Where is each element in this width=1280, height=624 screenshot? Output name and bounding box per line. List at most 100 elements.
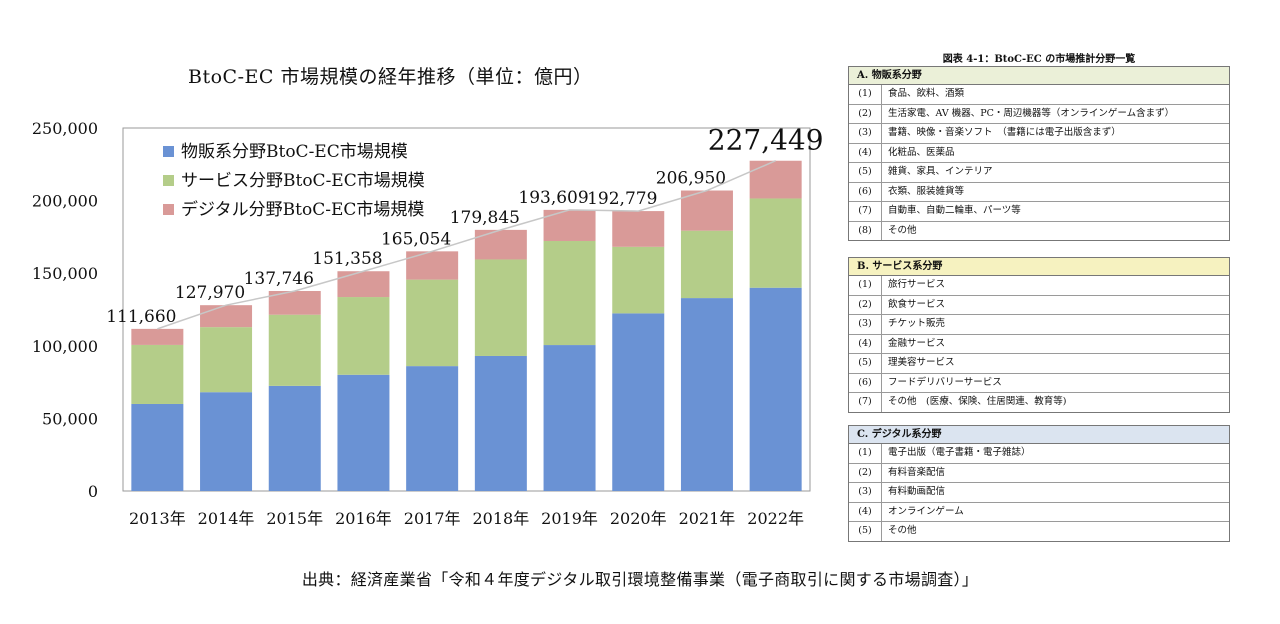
total-label: 193,609 [518,188,588,208]
bar-physical [612,313,665,491]
row-number: (4) [849,143,882,162]
x-tick-label: 2019年 [541,509,598,528]
row-text: 衣類、服装雑貨等 [888,185,965,197]
bar-service [268,314,321,386]
row-text: 旅行サービス [888,279,946,290]
bar-service [749,198,802,288]
legend-swatch [163,175,174,186]
total-label: 192,779 [587,189,657,209]
y-tick-label: 0 [88,482,98,501]
row-number: (7) [849,202,882,221]
row-number: (5) [849,522,882,541]
table-row: (4) 金融サービス [849,334,1229,354]
x-tick-label: 2021年 [679,509,736,528]
bar-digital [749,160,802,199]
x-tick-label: 2014年 [198,509,255,528]
legend: 物販系分野BtoC-EC市場規模サービス分野BtoC-EC市場規模デジタル分野B… [163,142,425,220]
bar-service [543,240,596,346]
table-row: (6) 衣類、服装雑貨等 [849,182,1229,202]
total-label: 165,054 [381,229,451,249]
row-number: (3) [849,315,882,334]
x-tick-label: 2015年 [266,509,323,528]
table-row: (3) 有料動画配信 [849,483,1229,503]
row-text: チケット販売 [888,318,946,329]
legend-swatch [163,204,174,215]
bar-physical [337,374,390,491]
x-tick-label: 2018年 [472,509,529,528]
bar-physical [268,385,321,491]
bar-digital [612,211,665,247]
x-tick-label: 2022年 [747,509,804,528]
table-row: (7) 自動車、自動二輪車、パーツ等 [849,202,1229,222]
row-text: 自動車、自動二輪車、パーツ等 [888,205,1021,216]
bar-service [200,327,253,393]
y-tick-label: 250,000 [32,119,98,138]
total-label: 179,845 [450,208,520,228]
bar-digital [337,271,390,298]
bar-physical [749,287,802,491]
bars [131,160,802,491]
chart-title: BtoC-EC 市場規模の経年推移（単位：億円） [188,66,593,88]
row-text: 書籍、映像・音楽ソフト （書籍には電子出版含まず） [888,127,1121,138]
row-text: その他 (医療、保険、住居関連、教育等) [888,396,1067,407]
total-labels: 111,660 127,970137,746151,358165,054179,8… [106,124,824,330]
row-number: (8) [849,221,882,240]
bar-physical [680,298,733,491]
row-number: (1) [849,444,882,463]
table-row: (7) その他 (医療、保険、住居関連、教育等) [849,393,1229,412]
row-number: (3) [849,124,882,143]
row-text: 金融サービス [888,337,946,349]
total-label: 151,358 [312,249,382,269]
table-row: (1) 電子出版（電子書籍・電子雑誌） [849,444,1229,464]
source-note: 出典：経済産業省「令和４年度デジタル取引環境整備事業（電子商取引に関する市場調査… [301,570,979,589]
bar-service [337,297,390,375]
row-number: (4) [849,502,882,521]
table-row: (6) フードデリバリーサービス [849,373,1229,393]
table-row: (8) その他 [849,221,1229,240]
panel-physical: A. 物販系分野 (1) 食品、飲料、酒類 (2) 生活家電、AV 機器、PC・周辺機器… [848,66,1230,241]
bar-service [474,259,527,356]
table-row: (4) オンラインゲーム [849,502,1229,522]
row-text: 食品、飲料、酒類 [888,88,965,99]
row-number: (2) [849,104,882,123]
table-row: (4) 化粧品、医薬品 [849,143,1229,163]
table-row: (5) 理美容サービス [849,354,1229,374]
bar-digital [406,251,459,280]
row-number: (5) [849,163,882,182]
table-row: (2) 飲食サービス [849,295,1229,315]
row-number: (3) [849,483,882,502]
panel-header: A. 物販系分野 [849,67,1229,85]
bar-physical [543,345,596,491]
x-tick-label: 2017年 [404,509,461,528]
bar-service [612,246,665,314]
bar-digital [200,305,253,328]
total-trend-line [157,160,776,330]
row-number: (2) [849,295,882,314]
row-text: オンラインゲーム [888,505,964,517]
total-label: 127,970 [175,283,245,303]
total-label: 111,660 [106,307,176,327]
row-number: (1) [849,85,882,104]
stacked-bar-chart: 0 50,000 100,000 150,000 200,000 250,000 2013… [32,119,824,528]
total-label: 227,449 [708,124,824,157]
row-text: 雑貨、家具、インテリア [888,166,993,177]
bar-physical [474,355,527,491]
row-text: 理美容サービス [888,357,955,368]
row-number: (4) [849,334,882,353]
bar-physical [131,403,184,491]
legend-label: デジタル分野BtoC-EC市場規模 [181,199,424,220]
table-title: 図表 4-1：BtoC-EC の市場推計分野一覧 [942,54,1136,65]
x-tick-label: 2020年 [610,509,667,528]
x-tick-label: 2016年 [335,509,392,528]
table-row: (2) 生活家電、AV 機器、PC・周辺機器等（オンラインゲーム含まず） [849,104,1229,124]
row-text: 有料動画配信 [888,486,946,497]
y-tick-label: 200,000 [32,192,98,211]
x-tick-label: 2013年 [129,509,186,528]
row-number: (6) [849,182,882,201]
y-axis: 0 50,000 100,000 150,000 200,000 250,000 [32,119,98,501]
panel-header: C. デジタル系分野 [849,426,1229,444]
legend-label: サービス分野BtoC-EC市場規模 [181,171,425,191]
bar-service [406,279,459,367]
total-label: 206,950 [656,169,726,189]
row-number: (1) [849,276,882,295]
